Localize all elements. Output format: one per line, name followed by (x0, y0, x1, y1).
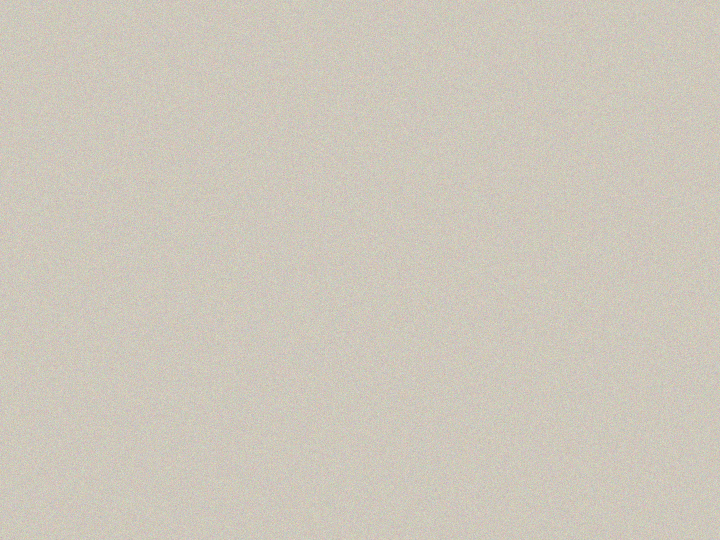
Polygon shape (573, 497, 606, 521)
Text: 3DM Analyst: 3DM Analyst (296, 48, 424, 66)
Polygon shape (647, 497, 680, 521)
Text: Knowledge of the camera’s orientation ensures that the 3D DTM data
generated is : Knowledge of the camera’s orientation en… (100, 326, 620, 360)
Polygon shape (559, 497, 590, 521)
Text: DTM Points Generation: DTM Points Generation (178, 130, 542, 161)
Text: After the epipolar resample, which aligns the images for easy stereo viewing,
th: After the epipolar resample, which align… (59, 232, 661, 287)
